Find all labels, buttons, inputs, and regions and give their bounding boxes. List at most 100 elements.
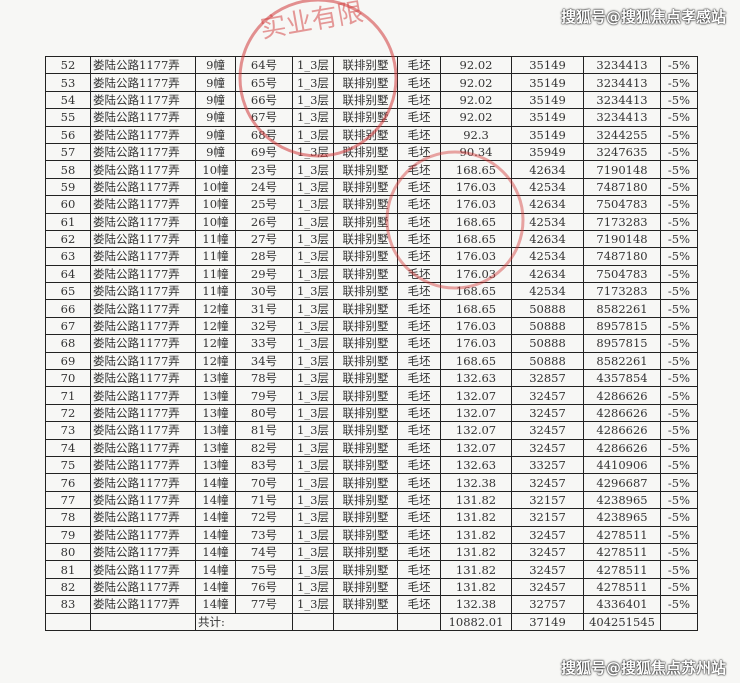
address: 娄陆公路1177弄 [90,160,196,179]
house-type: 联排别墅 [333,473,398,492]
discount: -5% [660,177,698,197]
row-number: 60 [45,195,91,214]
unit-number: 83号 [235,455,293,475]
total-price: 4238965 [583,508,661,527]
address: 娄陆公路1177弄 [90,351,196,371]
discount: -5% [660,421,698,440]
house-type: 联排别墅 [333,595,398,614]
unit-number: 25号 [235,195,293,214]
row-number: 55 [45,108,91,127]
unit-price: 42634 [511,264,584,284]
building: 9幢 [195,108,236,127]
unit-number: 30号 [235,282,293,301]
table-row: 62 娄陆公路1177弄 11幢 27号 1_3层 联排别墅 毛坯 168.65 42634 71… [45,229,698,249]
house-type: 联排别墅 [333,177,398,197]
discount: -5% [660,247,698,266]
building: 13幢 [195,369,236,388]
discount: -5% [660,142,698,162]
discount: -5% [660,229,698,249]
area: 131.82 [440,525,512,544]
discount: -5% [660,525,698,544]
unit-price: 32457 [511,403,584,423]
row-number: 79 [45,525,91,544]
total-area: 10882.01 [440,612,512,631]
table-row: 73 娄陆公路1177弄 13幢 81号 1_3层 联排别墅 毛坯 132.07 32457 42… [45,421,698,440]
house-type: 联排别墅 [333,55,398,75]
finish: 毛坯 [397,595,441,614]
house-type: 联排别墅 [333,438,398,457]
unit-price: 32757 [511,595,584,614]
finish: 毛坯 [397,473,441,492]
building: 11幢 [195,264,236,284]
discount: -5% [660,264,698,284]
address: 娄陆公路1177弄 [90,90,196,110]
address: 娄陆公路1177弄 [90,473,196,492]
total-price: 4278511 [583,577,661,597]
house-type: 联排别墅 [333,282,398,301]
building: 10幢 [195,177,236,197]
floors: 1_3层 [292,160,334,179]
house-type: 联排别墅 [333,160,398,179]
building: 9幢 [195,55,236,75]
unit-price: 32157 [511,490,584,510]
discount: -5% [660,160,698,179]
total-price: 4278511 [583,525,661,544]
floors: 1_3层 [292,577,334,597]
discount: -5% [660,334,698,353]
house-type: 联排别墅 [333,369,398,388]
house-type: 联排别墅 [333,577,398,597]
table-row: 81 娄陆公路1177弄 14幢 75号 1_3层 联排别墅 毛坯 131.82 32457 42… [45,560,698,579]
row-number: 66 [45,299,91,318]
area: 176.03 [440,334,512,353]
watermark-top: 搜狐号@搜狐焦点孝感站 [560,8,726,26]
building: 14幢 [195,490,236,510]
floors: 1_3层 [292,421,334,440]
area: 168.65 [440,212,512,231]
discount: -5% [660,108,698,127]
building: 13幢 [195,455,236,475]
unit-price: 35149 [511,108,584,127]
table-row: 83 娄陆公路1177弄 14幢 77号 1_3层 联排别墅 毛坯 132.38 32757 43… [45,595,698,614]
table-row: 59 娄陆公路1177弄 10幢 24号 1_3层 联排别墅 毛坯 176.03 42534 74… [45,177,698,197]
address: 娄陆公路1177弄 [90,108,196,127]
building: 11幢 [195,247,236,266]
building: 9幢 [195,90,236,110]
house-type: 联排别墅 [333,560,398,579]
building: 14幢 [195,577,236,597]
unit-price: 35149 [511,73,584,92]
total-price: 7190148 [583,160,661,179]
discount: -5% [660,282,698,301]
building: 13幢 [195,403,236,423]
house-type: 联排别墅 [333,73,398,92]
area: 132.07 [440,403,512,423]
floors: 1_3层 [292,386,334,405]
house-type: 联排别墅 [333,386,398,405]
unit-number: 68号 [235,125,293,144]
address: 娄陆公路1177弄 [90,542,196,562]
table-row: 53 娄陆公路1177弄 9幢 65号 1_3层 联排别墅 毛坯 92.02 35149 3234… [45,73,698,92]
unit-number: 26号 [235,212,293,231]
unit-price: 50888 [511,299,584,318]
total-price: 37149 [511,612,584,631]
floors: 1_3层 [292,177,334,197]
unit-price: 42534 [511,212,584,231]
house-type: 联排别墅 [333,90,398,110]
address: 娄陆公路1177弄 [90,438,196,457]
total-price: 8582261 [583,351,661,371]
row-number: 82 [45,577,91,597]
finish: 毛坯 [397,177,441,197]
area: 168.65 [440,282,512,301]
unit-price: 32457 [511,473,584,492]
table-row: 82 娄陆公路1177弄 14幢 76号 1_3层 联排别墅 毛坯 131.82 32457 42… [45,577,698,597]
unit-price: 42534 [511,247,584,266]
table-row: 77 娄陆公路1177弄 14幢 71号 1_3层 联排别墅 毛坯 131.82 32157 42… [45,490,698,510]
building: 13幢 [195,386,236,405]
table-row: 60 娄陆公路1177弄 10幢 25号 1_3层 联排别墅 毛坯 176.03 42634 75… [45,195,698,214]
unit-number: 70号 [235,473,293,492]
area: 168.65 [440,160,512,179]
row-number: 63 [45,247,91,266]
area: 131.82 [440,542,512,562]
address: 娄陆公路1177弄 [90,73,196,92]
address: 娄陆公路1177弄 [90,264,196,284]
total-price: 7487180 [583,247,661,266]
